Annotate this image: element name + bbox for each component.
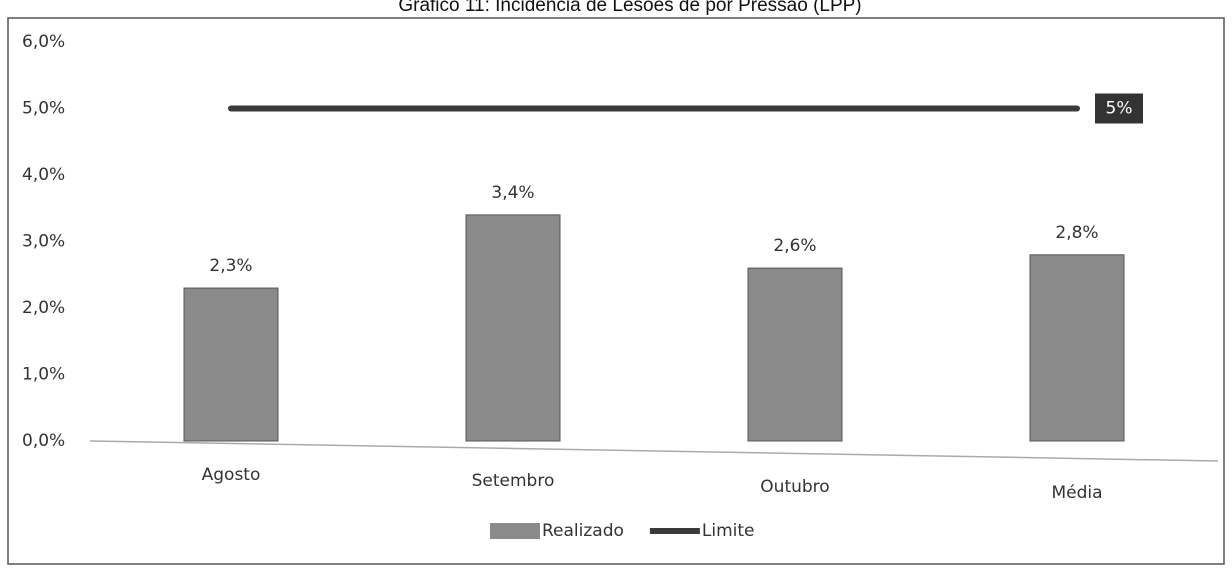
data-label-box (1095, 93, 1143, 124)
legend-label: Realizado (542, 521, 624, 541)
x-tick-label: Setembro (472, 471, 555, 491)
bar (1029, 254, 1125, 442)
bar (465, 214, 561, 442)
x-tick-label: Média (1051, 483, 1102, 503)
data-label: 2,6% (773, 236, 816, 256)
bar (183, 287, 279, 442)
bar (747, 267, 843, 442)
data-label: 2,8% (1055, 223, 1098, 243)
y-tick-label: 1,0% (22, 365, 65, 385)
x-tick-label: Outubro (760, 477, 829, 497)
y-tick-label: 0,0% (22, 431, 65, 451)
y-tick-label: 3,0% (22, 232, 65, 252)
data-label: 5% (1106, 99, 1133, 119)
y-tick-label: 5,0% (22, 99, 65, 119)
x-tick-label: Agosto (202, 465, 261, 485)
y-tick-label: 2,0% (22, 298, 65, 318)
y-tick-label: 4,0% (22, 165, 65, 185)
x-axis (89, 440, 1219, 462)
data-label: 2,3% (209, 256, 252, 276)
legend-swatch (490, 523, 540, 539)
y-tick-label: 6,0% (22, 32, 65, 52)
data-label: 3,4% (491, 183, 534, 203)
chart-title: Gráfico 11: Incidência de Lesões de por … (398, 0, 861, 16)
legend-label: Limite (702, 521, 755, 541)
